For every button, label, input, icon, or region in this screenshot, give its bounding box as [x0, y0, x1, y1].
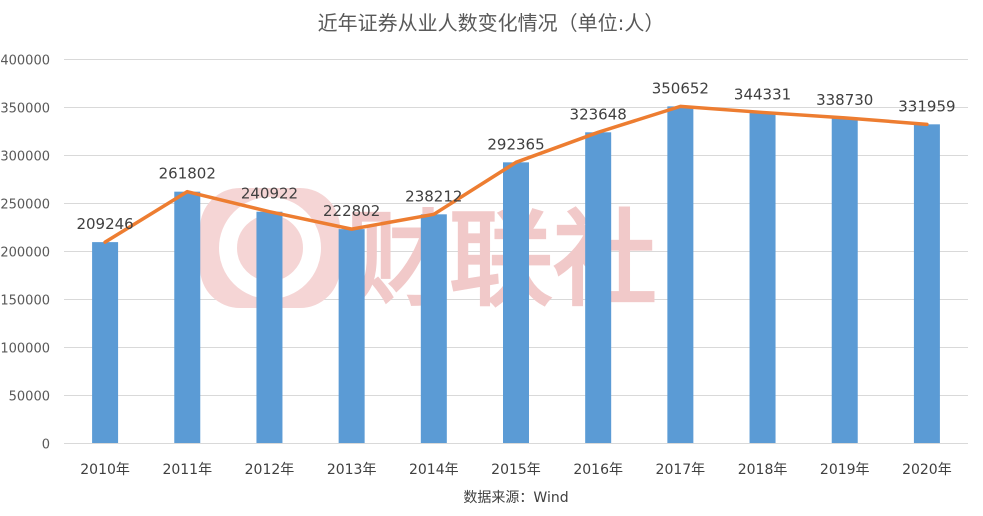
x-tick-label: 2014年: [409, 462, 459, 478]
y-tick-label: 350000: [0, 102, 50, 117]
chart-title: 近年证券从业人数变化情况（单位:人）: [318, 11, 665, 35]
data-label: 209246: [76, 215, 133, 233]
bar: [256, 211, 283, 443]
x-tick-label: 2018年: [738, 462, 788, 478]
bar: [503, 162, 529, 444]
y-tick-label: 0: [42, 438, 50, 453]
y-tick-label: 300000: [0, 150, 50, 165]
source-note: 数据来源：Wind: [463, 490, 568, 506]
bar: [749, 112, 776, 444]
x-tick-label: 2010年: [80, 462, 130, 478]
data-label: 323648: [570, 105, 627, 123]
bar: [913, 124, 940, 443]
x-tick-label: 2012年: [245, 462, 295, 478]
bar: [338, 229, 365, 443]
bar: [831, 117, 858, 443]
data-label: 292365: [487, 135, 544, 153]
x-tick-label: 2020年: [902, 462, 952, 478]
y-tick-label: 250000: [0, 198, 50, 213]
bars-series: [92, 106, 940, 444]
y-tick-label: 50000: [9, 390, 50, 405]
data-label: 331959: [898, 97, 955, 115]
data-label: 350652: [652, 79, 709, 97]
x-tick-label: 2013年: [327, 462, 377, 478]
bar: [420, 214, 447, 443]
x-axis-ticks: 2010年 2011年 2012年 2013年 2014年 2015年 2016年 2017年…: [80, 462, 951, 478]
bar: [585, 132, 612, 443]
data-label: 222802: [323, 202, 380, 220]
x-tick-label: 2015年: [491, 462, 541, 478]
bar: [92, 242, 119, 443]
bar: [667, 106, 694, 443]
bar: [174, 191, 201, 443]
y-tick-label: 150000: [0, 294, 50, 309]
data-label: 344331: [734, 85, 791, 103]
y-tick-label: 200000: [0, 246, 50, 261]
y-tick-label: 100000: [0, 342, 50, 357]
y-axis-ticks: 0 50000 100000 150000 200000 250000 300000 3500…: [0, 54, 50, 453]
x-tick-label: 2017年: [656, 462, 706, 478]
x-tick-label: 2011年: [162, 462, 212, 478]
x-tick-label: 2019年: [820, 462, 870, 478]
y-tick-label: 400000: [0, 54, 50, 69]
data-label: 261802: [159, 165, 216, 183]
data-label: 238212: [405, 187, 462, 205]
x-tick-label: 2016年: [573, 462, 623, 478]
trend-line: [103, 104, 929, 244]
data-labels: 209246 261802 240922 222802 238212 292365 3236…: [76, 79, 955, 233]
data-label: 240922: [241, 185, 298, 203]
data-label: 338730: [816, 91, 873, 109]
